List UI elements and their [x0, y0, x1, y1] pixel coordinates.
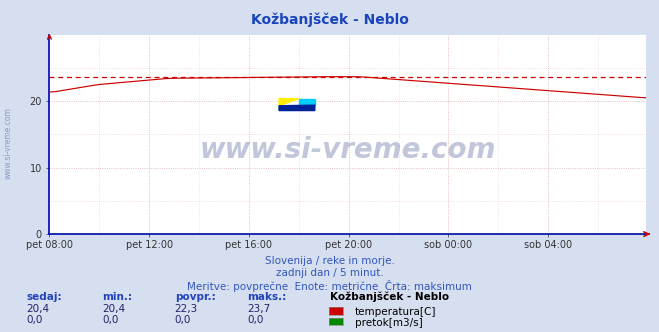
Text: Kožbanjšček - Neblo: Kožbanjšček - Neblo: [330, 292, 449, 302]
Polygon shape: [299, 99, 315, 105]
Text: 0,0: 0,0: [175, 315, 191, 325]
Text: 20,4: 20,4: [102, 304, 125, 314]
Text: min.:: min.:: [102, 292, 132, 302]
Text: pretok[m3/s]: pretok[m3/s]: [355, 318, 422, 328]
Text: sedaj:: sedaj:: [26, 292, 62, 302]
Text: maks.:: maks.:: [247, 292, 287, 302]
Text: povpr.:: povpr.:: [175, 292, 215, 302]
Text: Slovenija / reke in morje.: Slovenija / reke in morje.: [264, 256, 395, 266]
Polygon shape: [279, 105, 315, 111]
Text: 0,0: 0,0: [26, 315, 43, 325]
Text: zadnji dan / 5 minut.: zadnji dan / 5 minut.: [275, 268, 384, 278]
Text: 0,0: 0,0: [102, 315, 119, 325]
Text: 0,0: 0,0: [247, 315, 264, 325]
Text: 23,7: 23,7: [247, 304, 270, 314]
Text: www.si-vreme.com: www.si-vreme.com: [200, 136, 496, 164]
Text: temperatura[C]: temperatura[C]: [355, 307, 436, 317]
Text: 22,3: 22,3: [175, 304, 198, 314]
Text: 20,4: 20,4: [26, 304, 49, 314]
Text: Meritve: povprečne  Enote: metrične  Črta: maksimum: Meritve: povprečne Enote: metrične Črta:…: [187, 280, 472, 292]
Text: www.si-vreme.com: www.si-vreme.com: [4, 107, 13, 179]
Polygon shape: [279, 99, 299, 106]
Text: Kožbanjšček - Neblo: Kožbanjšček - Neblo: [250, 12, 409, 27]
